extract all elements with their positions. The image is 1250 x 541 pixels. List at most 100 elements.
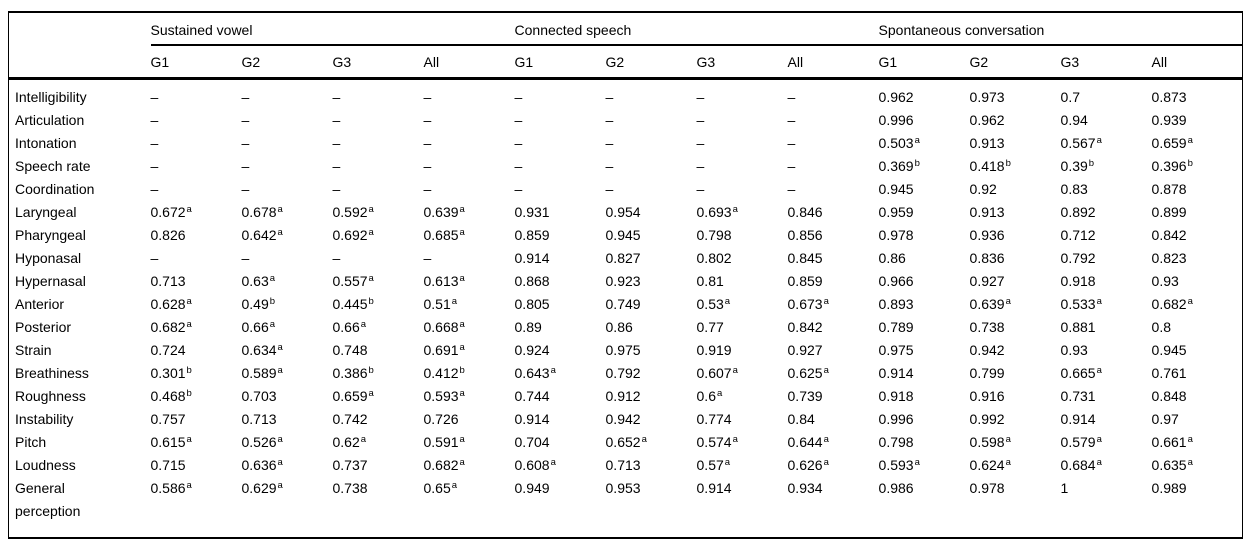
row-label: Intelligibility (15, 89, 87, 105)
value-cell: 0.468b (150, 388, 192, 404)
significance-superscript: a (451, 480, 458, 491)
value-cell: 0.625a (787, 365, 829, 381)
value-cell: – (423, 112, 432, 128)
value-cell: 0.774 (696, 411, 732, 427)
value-cell: 0.684a (1060, 457, 1102, 473)
table-row: Articulation – – – – – – – – 0.996 0.962 0.94 0.939 (9, 109, 1243, 132)
value-cell: – (514, 158, 523, 174)
significance-superscript: a (716, 388, 723, 399)
value-cell: 0.931 (514, 204, 550, 220)
significance-superscript: a (186, 480, 192, 491)
column-header-all: All (1151, 45, 1243, 80)
value-cell: – (605, 112, 614, 128)
significance-superscript: a (459, 227, 465, 238)
value-cell: 0.685a (423, 227, 465, 243)
significance-superscript: a (823, 434, 829, 445)
value-cell: 0.737 (332, 457, 368, 473)
value-cell: 0.94 (1060, 112, 1088, 128)
value-cell: 0.878 (1151, 181, 1187, 197)
value-cell: 0.996 (878, 411, 914, 427)
value-cell: – (514, 89, 523, 105)
value-cell: – (696, 89, 705, 105)
value-cell: 0.914 (1060, 411, 1096, 427)
value-cell: 0.916 (969, 388, 1005, 404)
subcolumn-header-row: G1 G2 G3 All G1 G2 G3 All G1 G2 G3 All (8, 45, 1243, 80)
value-cell: 0.682a (1151, 296, 1193, 312)
value-cell: – (696, 135, 705, 151)
value-cell: 0.724 (150, 342, 186, 358)
value-cell: 0.846 (787, 204, 823, 220)
value-cell: – (605, 158, 614, 174)
table-row: Pitch 0.615a 0.526a 0.62a 0.591a 0.704 0.652a 0… (9, 431, 1243, 454)
value-cell: 0.836 (969, 250, 1005, 266)
significance-superscript: a (360, 319, 367, 330)
significance-superscript: a (550, 457, 556, 468)
value-cell: 0.712 (1060, 227, 1096, 243)
value-cell: 0.966 (878, 273, 914, 289)
value-cell: 0.672a (150, 204, 192, 220)
value-cell: 0.826 (150, 227, 186, 243)
value-cell: – (150, 112, 159, 128)
value-cell: – (696, 112, 705, 128)
value-cell: 0.703 (241, 388, 277, 404)
group-header-3: Spontaneous conversation (878, 12, 1243, 46)
value-cell: 0.989 (1151, 480, 1187, 496)
group-header-row: Sustained vowel Connected speech Spontaneo… (9, 12, 1243, 46)
value-cell: 0.962 (878, 89, 914, 105)
value-cell: 0.914 (696, 480, 732, 496)
value-cell: 0.636a (241, 457, 283, 473)
value-cell: 0.996 (878, 112, 914, 128)
value-cell: 0.805 (514, 296, 550, 312)
significance-superscript: a (1096, 365, 1102, 376)
value-cell: – (696, 181, 705, 197)
table-body: Intelligibility – – – – – – – – 0.962 0.973 0.7 0.87… (9, 79, 1243, 539)
value-cell: 0.927 (969, 273, 1005, 289)
value-cell: 0.919 (696, 342, 732, 358)
value-cell: – (696, 158, 705, 174)
value-cell: 0.591a (423, 434, 465, 450)
value-cell: 0.593a (878, 457, 920, 473)
row-label: Hypernasal (15, 273, 86, 289)
value-cell: – (514, 135, 523, 151)
value-cell: 0.881 (1060, 319, 1096, 335)
value-cell: 0.927 (787, 342, 823, 358)
table-row: Anterior 0.628a 0.49b 0.445b 0.51a 0.805 0.749… (9, 293, 1243, 316)
corner-cell (9, 12, 151, 45)
significance-superscript: a (1187, 135, 1193, 146)
value-cell: 0.386b (332, 365, 374, 381)
value-cell: 0.607a (696, 365, 738, 381)
value-cell: 0.659a (1151, 135, 1193, 151)
value-cell: 0.574a (696, 434, 738, 450)
value-cell: – (150, 89, 159, 105)
value-cell: 0.945 (605, 227, 641, 243)
value-cell: 0.978 (969, 480, 1005, 496)
value-cell: 0.742 (332, 411, 368, 427)
significance-superscript: a (1096, 296, 1102, 307)
significance-superscript: a (732, 365, 738, 376)
significance-superscript: a (360, 434, 367, 445)
value-cell: – (241, 135, 250, 151)
value-cell: 0.53a (696, 296, 731, 312)
value-cell: 0.608a (514, 457, 556, 473)
paper-table-figure: Sustained vowel Connected speech Spontaneo… (0, 11, 1250, 539)
column-header-all: All (787, 45, 879, 80)
significance-superscript: a (368, 273, 374, 284)
row-label: Articulation (15, 112, 85, 128)
value-cell: 0.942 (605, 411, 641, 427)
value-cell: 0.749 (605, 296, 641, 312)
value-cell: 0.652a (605, 434, 647, 450)
value-cell: 0.731 (1060, 388, 1096, 404)
significance-superscript: a (1005, 457, 1011, 468)
significance-superscript: b (368, 365, 374, 376)
value-cell: – (605, 89, 614, 105)
table-row: Posterior 0.682a 0.66a 0.66a 0.668a 0.89 0.86 0… (9, 316, 1243, 339)
significance-superscript: a (732, 434, 738, 445)
value-cell: 0.673a (787, 296, 829, 312)
table-row: Roughness 0.468b 0.703 0.659a 0.593a 0.744 0.9… (9, 385, 1243, 408)
value-cell: 0.63a (241, 273, 276, 289)
value-cell: 0.942 (969, 342, 1005, 358)
significance-superscript: b (914, 158, 920, 169)
value-cell: 0.642a (241, 227, 283, 243)
significance-superscript: a (1187, 434, 1193, 445)
significance-superscript: a (459, 434, 465, 445)
